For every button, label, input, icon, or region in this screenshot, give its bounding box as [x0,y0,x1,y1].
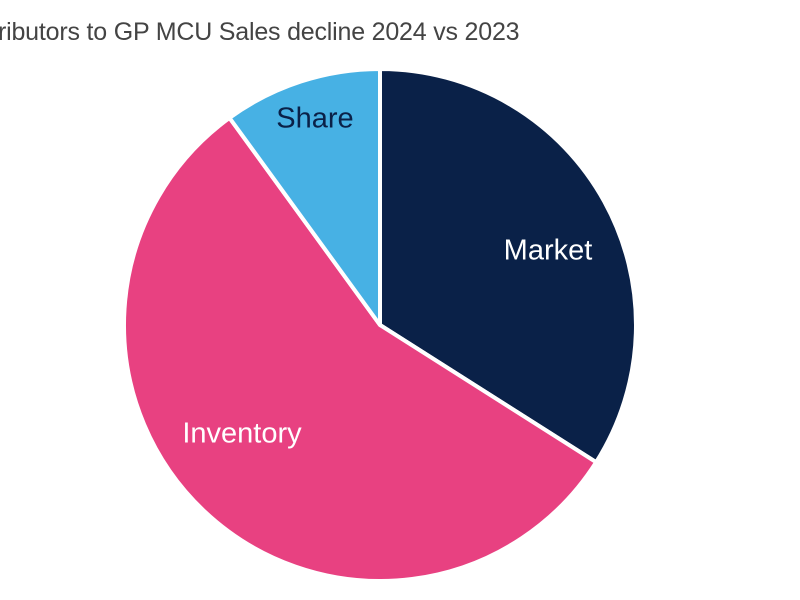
slice-label-share: Share [276,103,353,135]
pie-slice-share [227,67,382,327]
slice-label-market: Market [504,235,593,267]
pie-slice-inventory [122,115,599,583]
slice-label-inventory: Inventory [182,418,302,450]
chart-title: ributors to GP MCU Sales decline 2024 vs… [0,18,520,46]
